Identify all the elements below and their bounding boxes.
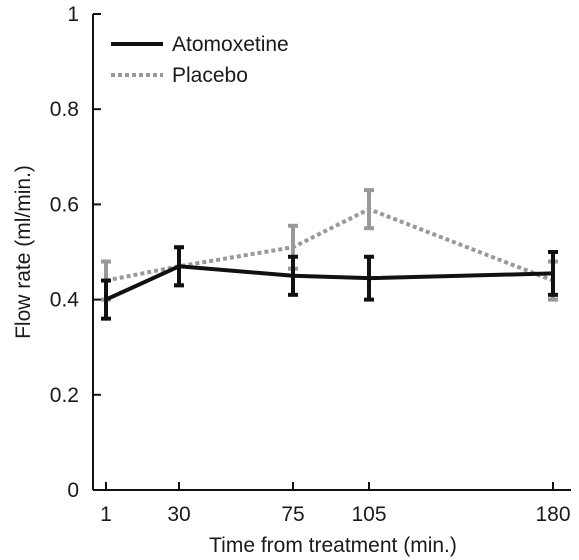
- y-tick-label: 0.2: [50, 384, 79, 407]
- series-layer: [101, 188, 558, 321]
- x-axis-title: Time from treatment (min.): [209, 534, 457, 557]
- y-tick-label: 1: [67, 3, 79, 26]
- axes: [92, 13, 571, 491]
- y-tick-label: 0: [67, 479, 79, 502]
- y-tick-labels: 0 0.2 0.4 0.6 0.8 1: [50, 3, 80, 502]
- y-tick-label: 0.6: [50, 193, 79, 216]
- legend-label-placebo: Placebo: [172, 64, 248, 87]
- y-axis-title: Flow rate (ml/min.): [12, 165, 35, 339]
- x-tick-label: 180: [535, 503, 570, 526]
- x-tick-label: 75: [281, 503, 304, 526]
- legend: Atomoxetine Placebo: [111, 33, 289, 87]
- y-tick-label: 0.4: [50, 289, 80, 312]
- legend-label-atomoxetine: Atomoxetine: [172, 33, 289, 56]
- x-tick-label: 30: [167, 503, 190, 526]
- x-tick-labels: 1 30 75 105 180: [100, 503, 570, 526]
- series-line-atomoxetine: [105, 264, 554, 302]
- x-tick-label: 105: [351, 503, 386, 526]
- y-tick-label: 0.8: [50, 98, 79, 121]
- x-tick-label: 1: [100, 503, 112, 526]
